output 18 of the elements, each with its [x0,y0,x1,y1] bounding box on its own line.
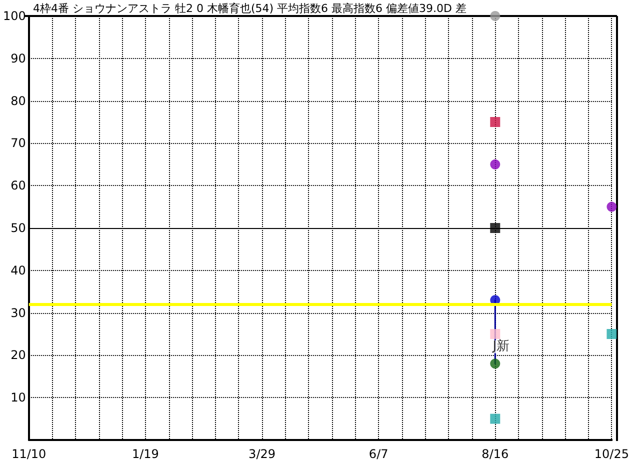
y-tick-label: 60 [10,178,26,193]
y-tick-label: 10 [10,390,26,405]
x-tick-label: 1/19 [132,447,159,460]
y-tick-label: 70 [10,136,26,150]
y-tick-label: 100 [3,9,26,23]
y-tick-label: 50 [10,221,26,235]
annotation: J新 [492,339,510,354]
x-tick-label: 11/10 [12,447,46,460]
x-tick-label: 10/25 [594,447,630,460]
x-tick-label: 6/7 [368,447,388,460]
y-tick-label: 90 [10,51,26,66]
y-tick-label: 20 [10,348,26,362]
chart-title: 4枠4番 ショウナンアストラ 牡2 0 木幡育也(54) 平均指数6 最高指数6 偏差値39.0D 差 [33,2,467,15]
y-tick-label: 80 [10,94,26,108]
x-tick-label: 3/29 [248,447,276,460]
y-tick-label: 40 [10,263,26,278]
x-tick-label: 8/16 [482,447,509,460]
y-tick-label: 30 [10,306,26,320]
